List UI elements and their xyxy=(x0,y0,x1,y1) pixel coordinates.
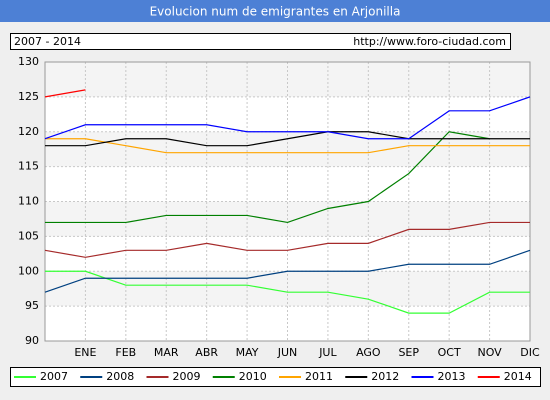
subtitle: 2007 - 2014 xyxy=(14,35,81,48)
x-tick-label: MAY xyxy=(236,346,259,359)
legend xyxy=(10,367,541,387)
header-box xyxy=(10,33,511,50)
grid-band xyxy=(45,271,530,307)
x-tick-label: AGO xyxy=(356,346,381,359)
grid-band xyxy=(45,131,530,167)
y-tick-label: 100 xyxy=(18,264,39,277)
legend-label: 2010 xyxy=(239,370,267,383)
legend-label: 2008 xyxy=(106,370,134,383)
legend-label: 2014 xyxy=(504,370,532,383)
legend-label: 2009 xyxy=(173,370,201,383)
x-tick-label: JUN xyxy=(277,346,298,359)
series-line xyxy=(45,138,530,154)
series-line xyxy=(44,96,531,140)
y-tick-label: 105 xyxy=(18,229,39,242)
legend-label: 2013 xyxy=(438,370,466,383)
series-line xyxy=(45,131,490,224)
y-tick-label: 110 xyxy=(18,195,39,208)
y-tick-label: 90 xyxy=(25,334,39,347)
source: http://www.foro-ciudad.com xyxy=(353,35,506,48)
legend-label: 2011 xyxy=(305,370,333,383)
series-line xyxy=(45,270,530,314)
y-tick-label: 120 xyxy=(18,125,39,138)
series-line xyxy=(44,89,86,98)
x-tick-label: FEB xyxy=(115,346,136,359)
series-line xyxy=(44,221,530,258)
y-tick-label: 115 xyxy=(18,160,39,173)
x-tick-label: DIC xyxy=(520,346,540,359)
x-tick-label: SEP xyxy=(398,346,419,359)
legend-label: 2012 xyxy=(371,370,399,383)
x-tick-label: JUL xyxy=(318,346,337,359)
series-line xyxy=(44,249,531,293)
title-bar xyxy=(0,0,550,22)
chart-title: Evolucion num de emigrantes en Arjonilla xyxy=(150,5,401,19)
plot-border xyxy=(44,61,531,342)
y-tick-label: 130 xyxy=(18,55,39,68)
series-line xyxy=(45,131,530,147)
legend-label: 2007 xyxy=(40,370,68,383)
y-tick-label: 95 xyxy=(25,299,39,312)
x-tick-label: NOV xyxy=(477,346,502,359)
y-tick-label: 125 xyxy=(18,90,39,103)
x-tick-label: MAR xyxy=(154,346,179,359)
x-tick-label: ENE xyxy=(74,346,96,359)
x-tick-label: OCT xyxy=(438,346,461,359)
x-tick-label: ABR xyxy=(195,346,218,359)
